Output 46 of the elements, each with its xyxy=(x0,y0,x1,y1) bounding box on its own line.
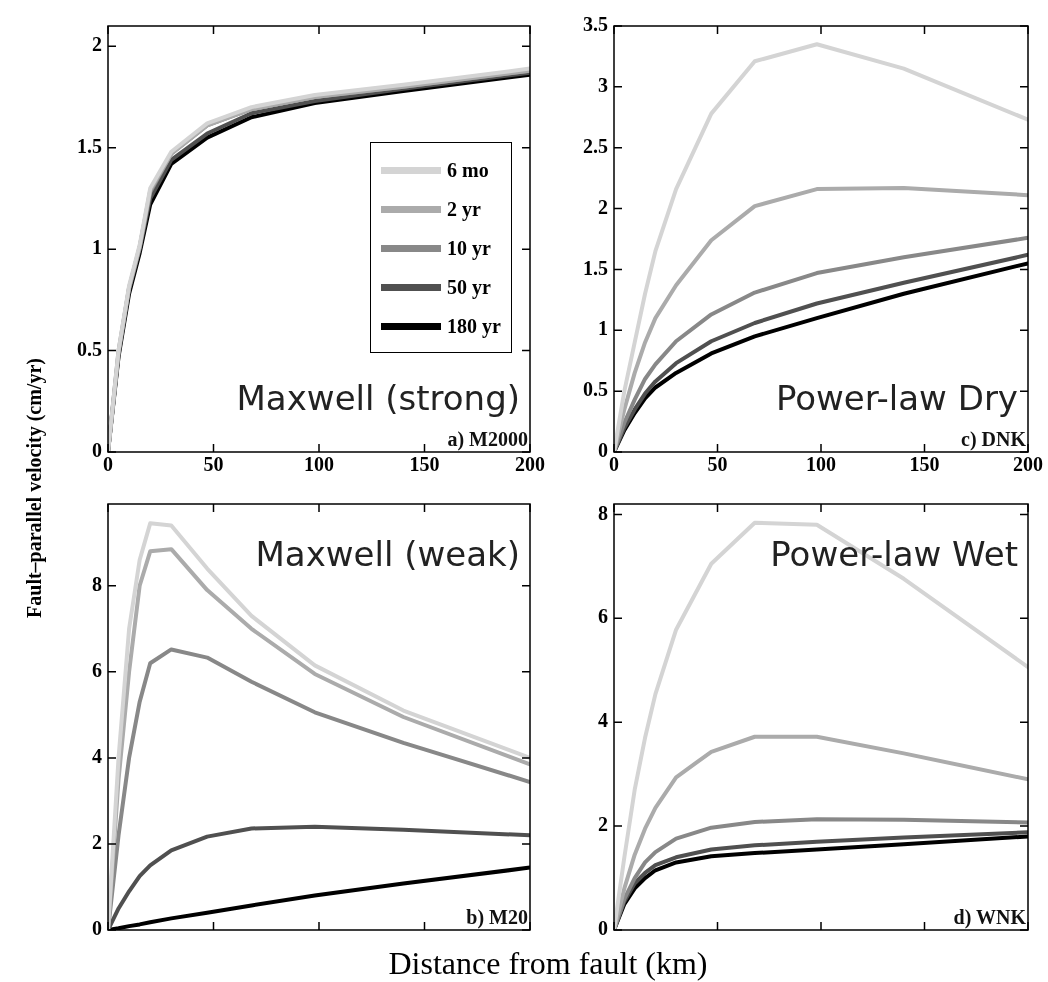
y-tick-label: 0 xyxy=(92,917,102,940)
y-tick-label: 1.5 xyxy=(77,134,102,157)
x-tick-label: 150 xyxy=(909,453,940,476)
legend-label: 10 yr xyxy=(447,237,491,260)
y-tick-label: 0 xyxy=(598,439,608,462)
annotation: b) M20 xyxy=(466,906,528,929)
annotation: a) M2000 xyxy=(447,428,528,451)
y-tick-label: 6 xyxy=(92,658,102,681)
annotation: Power-law Dry xyxy=(775,378,1018,418)
x-axis-title: Distance from fault (km) xyxy=(388,944,708,982)
x-tick-label: 150 xyxy=(409,453,440,476)
legend-label: 6 mo xyxy=(447,159,489,182)
x-tick-label: 100 xyxy=(304,453,334,476)
x-tick-label: 50 xyxy=(203,453,224,476)
y-tick-label: 0 xyxy=(92,439,102,462)
legend-label: 50 yr xyxy=(447,276,491,299)
annotation: d) WNK xyxy=(953,906,1027,929)
y-axis-title: Fault–parallel velocity (cm/yr) xyxy=(22,358,46,618)
y-tick-label: 2 xyxy=(92,33,102,56)
x-tick-label: 200 xyxy=(1013,453,1043,476)
y-tick-label: 0.5 xyxy=(583,378,608,401)
legend-label: 180 yr xyxy=(447,315,501,338)
y-tick-label: 4 xyxy=(598,709,608,732)
y-tick-label: 6 xyxy=(598,605,608,628)
y-tick-label: 2 xyxy=(92,831,102,854)
y-tick-label: 1 xyxy=(598,317,608,340)
y-tick-label: 8 xyxy=(598,501,608,524)
x-tick-label: 100 xyxy=(806,453,836,476)
y-tick-label: 2 xyxy=(598,195,608,218)
y-tick-label: 8 xyxy=(92,572,102,595)
y-tick-label: 1 xyxy=(92,236,102,259)
y-tick-label: 2 xyxy=(598,813,608,836)
legend-label: 2 yr xyxy=(447,198,481,221)
y-tick-label: 0.5 xyxy=(77,337,102,360)
x-tick-label: 50 xyxy=(707,453,728,476)
y-tick-label: 2.5 xyxy=(583,134,608,157)
y-tick-label: 3 xyxy=(598,74,608,97)
x-tick-label: 200 xyxy=(515,453,545,476)
annotation: Maxwell (weak) xyxy=(255,534,520,574)
y-tick-label: 1.5 xyxy=(583,256,608,279)
y-tick-label: 4 xyxy=(92,745,102,768)
annotation: Maxwell (strong) xyxy=(236,378,520,418)
annotation: c) DNK xyxy=(961,428,1027,451)
y-tick-label: 3.5 xyxy=(583,13,608,36)
annotation: Power-law Wet xyxy=(770,534,1018,574)
y-tick-label: 0 xyxy=(598,917,608,940)
